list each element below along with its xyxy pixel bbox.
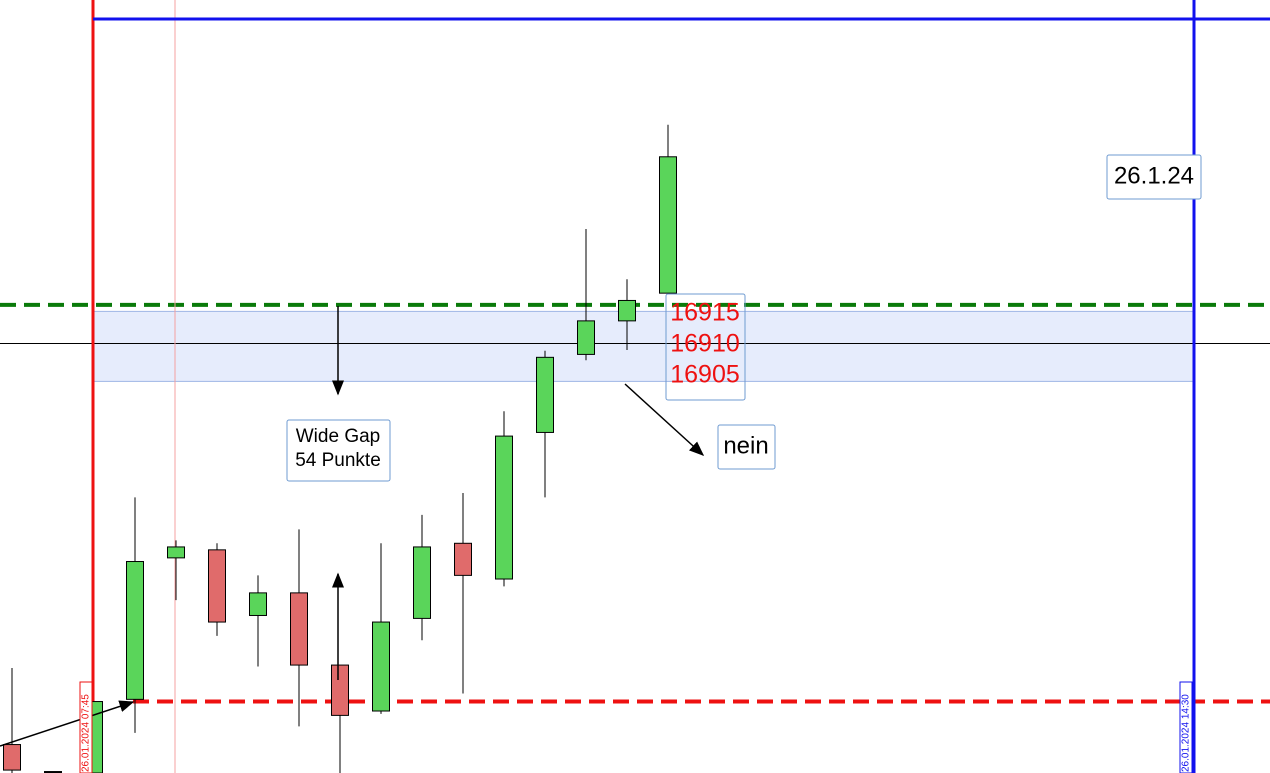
candle-body xyxy=(44,771,62,773)
annotation-text: Wide Gap xyxy=(296,426,380,447)
candle-body xyxy=(454,542,472,576)
gap-zone xyxy=(92,310,1195,382)
time-label: 26.01.2024 14:30 xyxy=(1181,694,1192,772)
price-label: 16905 xyxy=(670,361,740,389)
annotation-text: 54 Punkte xyxy=(295,450,381,471)
candle-body xyxy=(659,156,677,294)
annotation-box xyxy=(665,293,746,401)
annotation-box xyxy=(717,424,776,470)
arrow xyxy=(624,383,705,457)
time-label-box xyxy=(79,681,93,773)
annotation-box xyxy=(1106,154,1202,200)
candle-body xyxy=(208,549,226,623)
candle-body xyxy=(126,561,144,700)
candle-body xyxy=(413,546,431,619)
background-layer xyxy=(0,302,1270,704)
candle-body xyxy=(331,664,349,716)
price-label: 16910 xyxy=(670,330,740,358)
annotation-box xyxy=(286,419,391,482)
candle-body xyxy=(536,356,554,433)
price-label: 16915 xyxy=(670,299,740,327)
candle-body xyxy=(618,299,636,322)
candle-body xyxy=(167,546,185,559)
candle-body xyxy=(3,744,21,771)
arrow xyxy=(0,700,135,747)
candle-body xyxy=(495,435,513,580)
date-annotation: 26.1.24 xyxy=(1114,162,1194,189)
annotation-text: nein xyxy=(723,432,768,459)
candle-body xyxy=(577,320,595,355)
time-label: 26.01.2024 07:45 xyxy=(81,694,92,772)
candle-body xyxy=(290,592,308,666)
candle-body xyxy=(249,592,267,616)
candle-body xyxy=(372,621,390,712)
time-label-box xyxy=(1179,681,1193,773)
